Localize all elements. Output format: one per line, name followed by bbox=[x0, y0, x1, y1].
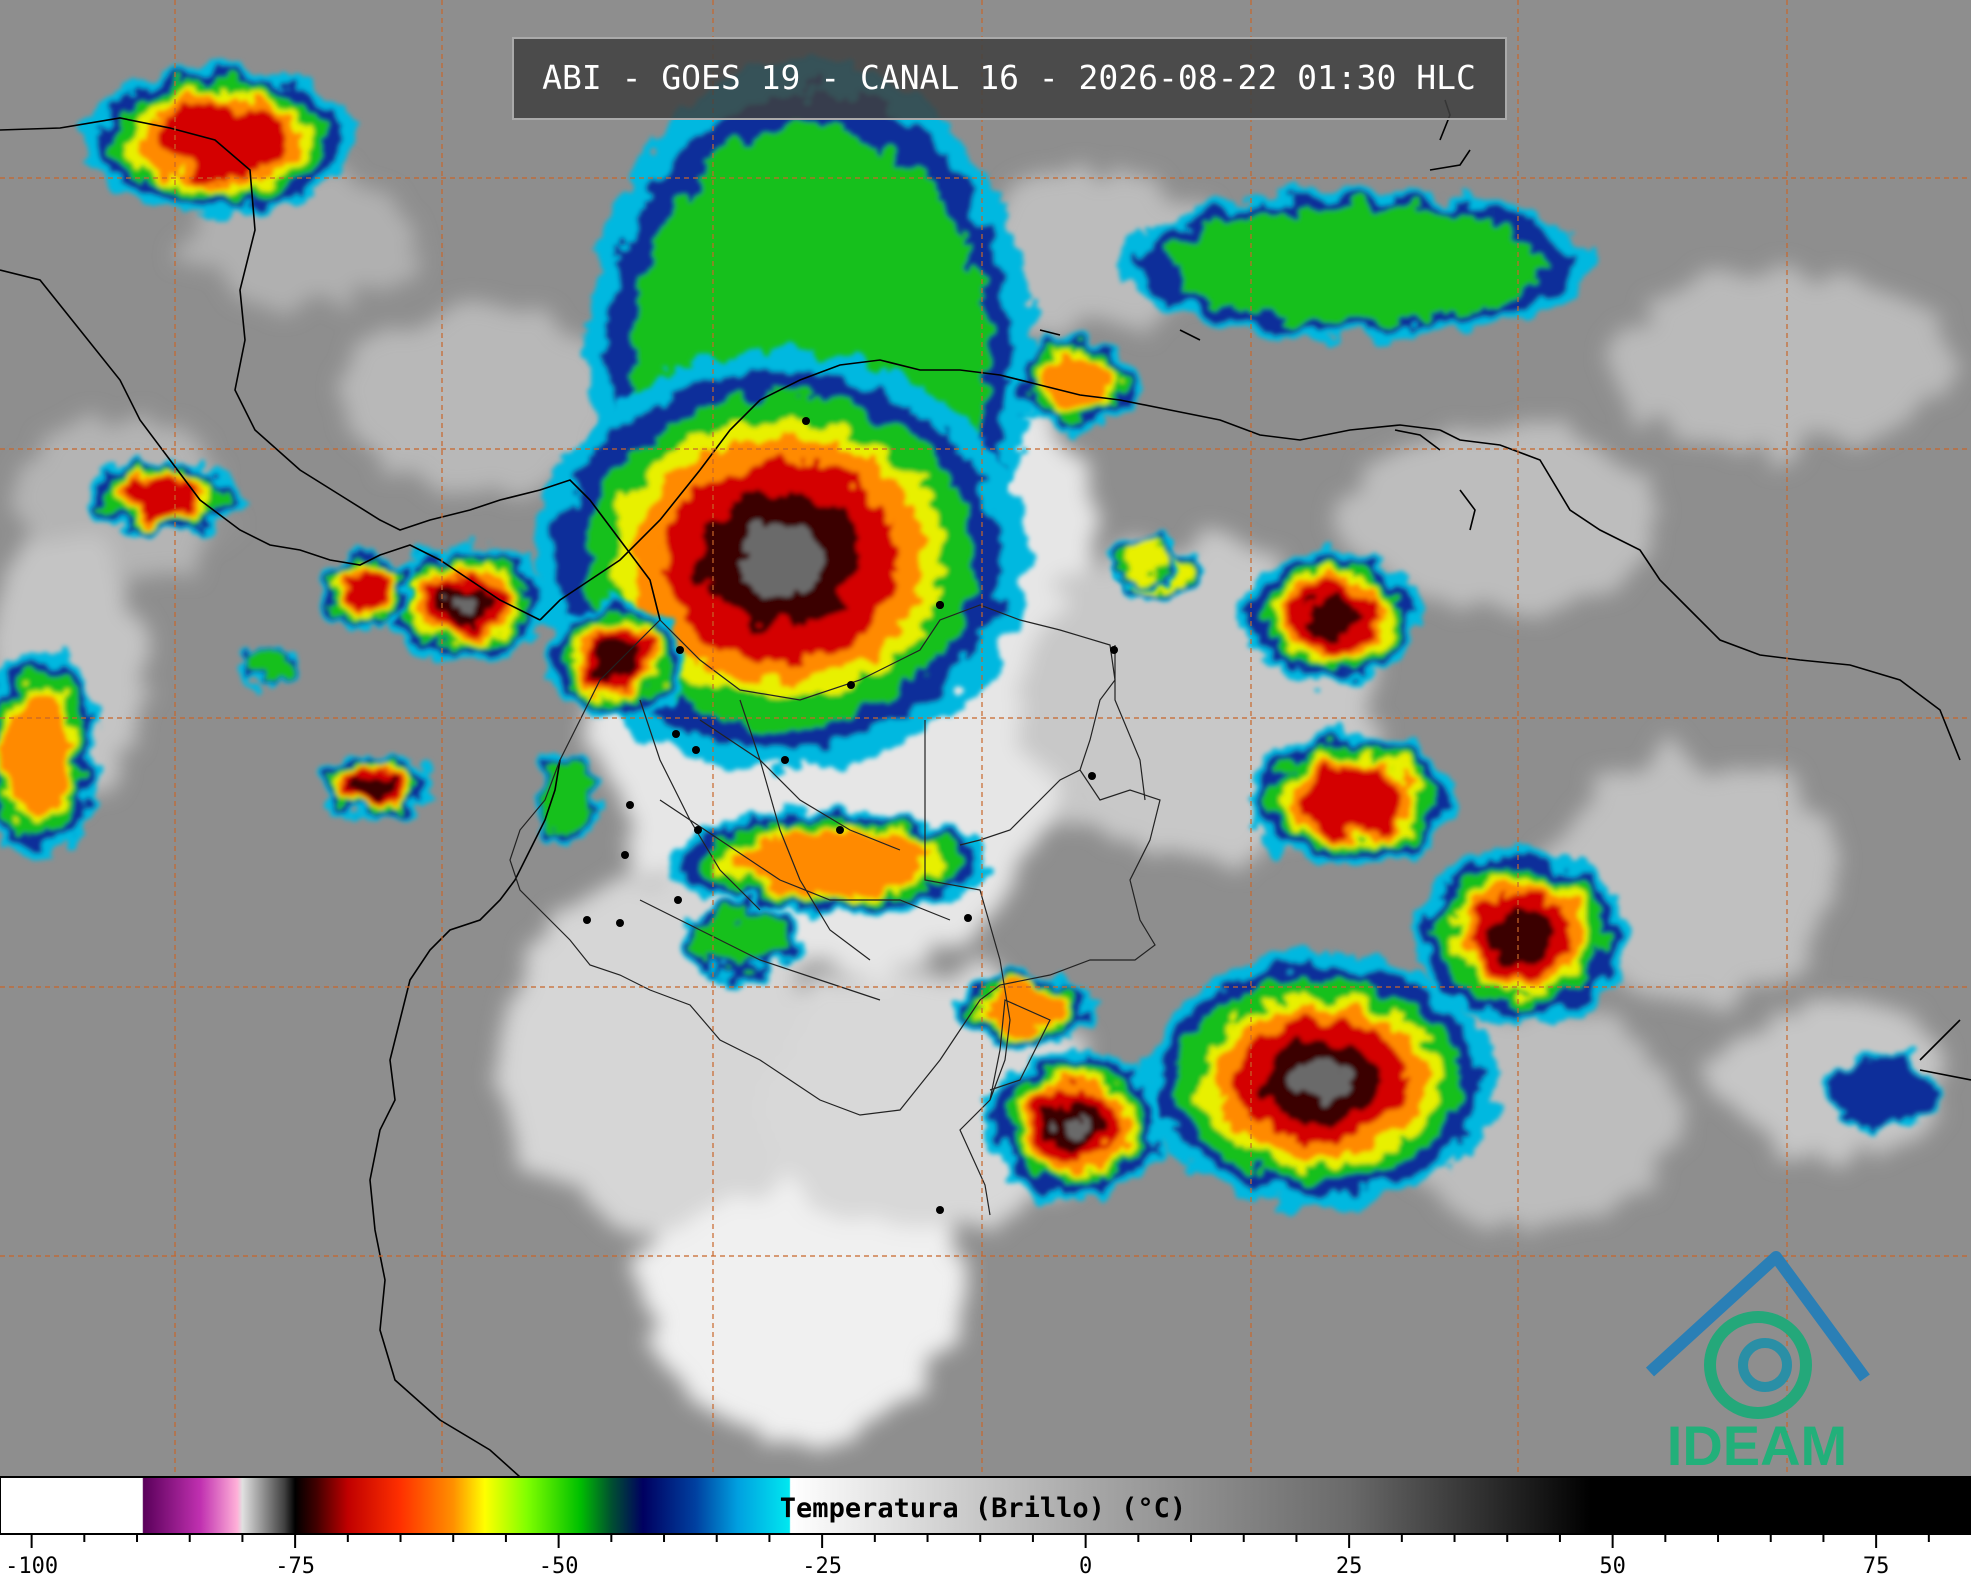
coastlines bbox=[0, 99, 1971, 1478]
colorbar bbox=[0, 1476, 1971, 1535]
storm bbox=[1117, 189, 1597, 339]
storm-band bbox=[1300, 767, 1402, 833]
storm bbox=[680, 902, 800, 978]
colorbar-tick-label: -50 bbox=[539, 1554, 579, 1577]
storm bbox=[665, 809, 995, 915]
storm-band bbox=[1060, 1112, 1090, 1138]
storm-band bbox=[451, 593, 479, 613]
colorbar-label: Temperatura (Brillo) (°C) bbox=[780, 1493, 1186, 1524]
storm-band bbox=[1168, 205, 1546, 323]
storm-layer bbox=[0, 60, 1940, 1209]
storm-band bbox=[1303, 594, 1361, 638]
storm bbox=[235, 642, 295, 688]
storm bbox=[1820, 1052, 1940, 1128]
cloud bbox=[1340, 430, 1660, 610]
storm-band bbox=[539, 764, 591, 836]
colorbar-tick-label: 75 bbox=[1863, 1554, 1890, 1577]
logo-roof bbox=[1645, 1251, 1870, 1382]
storm bbox=[957, 972, 1093, 1048]
storm bbox=[1242, 548, 1422, 684]
colorbar-tick-label: 0 bbox=[1079, 1554, 1092, 1577]
storm bbox=[1140, 953, 1500, 1209]
cloud bbox=[340, 310, 620, 490]
title-box bbox=[512, 37, 1507, 120]
storm bbox=[1107, 533, 1183, 587]
colorbar-tick-label: -75 bbox=[275, 1554, 315, 1577]
title: ABI - GOES 19 - CANAL 16 - 2026-08-22 01… bbox=[542, 58, 1476, 97]
cloud bbox=[1610, 270, 1950, 450]
storm bbox=[317, 753, 437, 819]
storm-band bbox=[1487, 907, 1555, 965]
storm bbox=[1246, 732, 1456, 868]
colorbar-tick-label: 50 bbox=[1599, 1554, 1626, 1577]
storm-band bbox=[733, 831, 927, 893]
storm-band bbox=[1290, 1059, 1350, 1103]
storm-band bbox=[343, 573, 387, 609]
storm-band bbox=[241, 647, 289, 683]
storm bbox=[548, 600, 684, 720]
colorbar-tick-label: 25 bbox=[1336, 1554, 1363, 1577]
storm-band bbox=[1039, 354, 1111, 412]
storm-band bbox=[985, 988, 1065, 1032]
storm bbox=[382, 543, 548, 663]
storm-band bbox=[738, 525, 822, 595]
storm bbox=[532, 350, 1028, 770]
storm bbox=[1015, 335, 1135, 431]
colorbar-tick-label: -100 bbox=[5, 1554, 58, 1577]
storm-band bbox=[1120, 542, 1170, 578]
storm-band bbox=[594, 640, 638, 680]
storm-band bbox=[1826, 1056, 1934, 1124]
storm bbox=[88, 459, 238, 535]
storm-band bbox=[692, 910, 788, 970]
storm bbox=[320, 553, 410, 629]
logo: IDEAM bbox=[1645, 1251, 1870, 1477]
colorbar-tick-label: -25 bbox=[802, 1554, 842, 1577]
storm-band bbox=[155, 104, 285, 176]
logo-text: IDEAM bbox=[1667, 1414, 1847, 1477]
city-markers bbox=[583, 417, 1118, 1214]
storm bbox=[985, 1050, 1165, 1200]
storm-band bbox=[2, 692, 74, 816]
storm bbox=[85, 65, 355, 215]
logo-swirl bbox=[1738, 1338, 1792, 1392]
storm-band bbox=[357, 775, 397, 797]
storm bbox=[1416, 846, 1626, 1026]
logo-swirl bbox=[1704, 1311, 1812, 1419]
storm bbox=[0, 649, 98, 859]
storm-band bbox=[127, 479, 199, 515]
graticule bbox=[0, 0, 1971, 1477]
storm bbox=[532, 755, 598, 845]
